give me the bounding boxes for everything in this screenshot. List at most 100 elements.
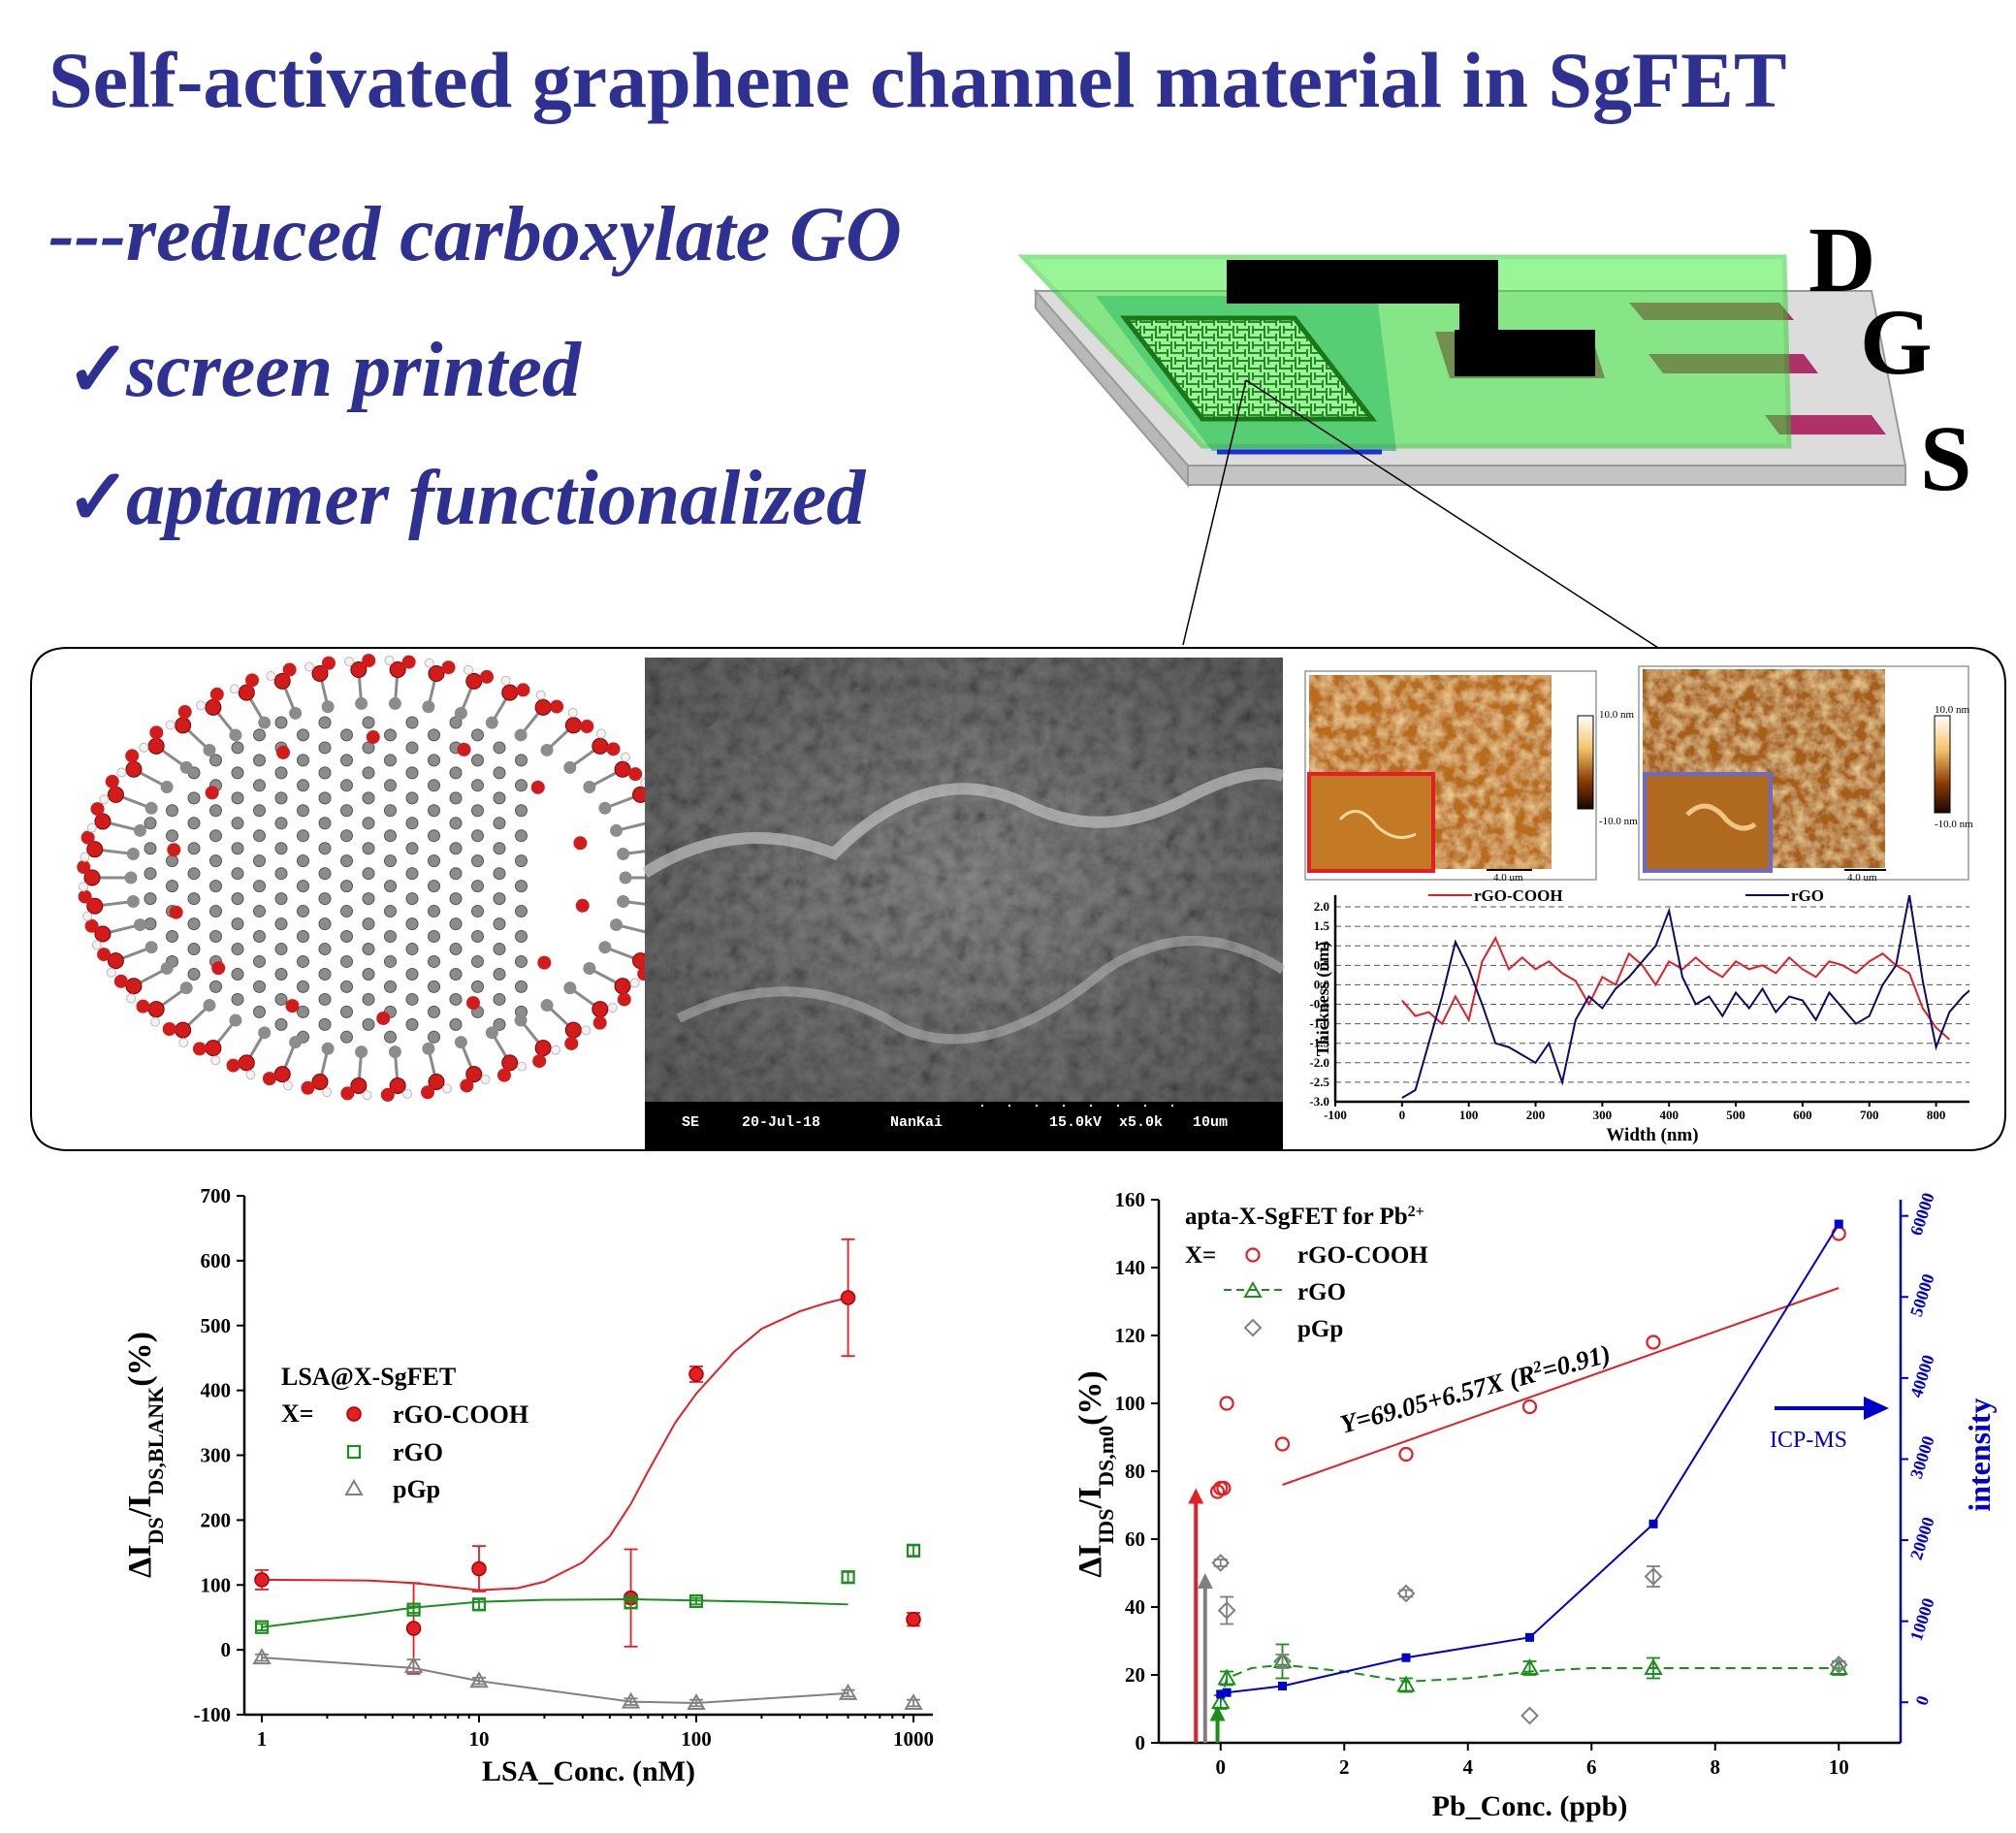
carbon-atom	[274, 968, 288, 981]
point-rgo	[1396, 1675, 1416, 1692]
substrate-side	[1035, 288, 1189, 488]
point-rgo-cooh	[906, 1611, 921, 1627]
carbon-atom	[160, 962, 174, 976]
carbon-atom	[493, 943, 506, 956]
afm-left-colorbar	[1577, 715, 1594, 810]
carbon-atom	[355, 696, 368, 710]
point-pgp	[1273, 1652, 1292, 1671]
carbon-atom	[231, 917, 244, 931]
point-rgo-cooh	[1216, 1480, 1232, 1496]
carbon-atom	[297, 754, 309, 767]
carbon-atom	[362, 943, 375, 956]
carbon-atom	[187, 817, 201, 830]
point-pgp	[1829, 1656, 1848, 1674]
afm-image-rgo: 10.0 nm -10.0 nm 4.0 um	[1638, 665, 1973, 884]
oxygen-atom	[580, 719, 594, 733]
oxygen-atom	[276, 745, 291, 759]
point-icp-ms	[1278, 1681, 1287, 1690]
oxygen-atom	[480, 669, 495, 684]
carbon-atom	[209, 804, 222, 818]
carbon-atom	[449, 943, 463, 956]
oxygen-atom	[94, 813, 112, 830]
carbon-atom	[471, 905, 484, 918]
x-tick-label: 100	[681, 1727, 712, 1751]
carbon-atom	[598, 801, 612, 815]
oxygen-atom	[441, 660, 456, 675]
source-pad	[1765, 415, 1886, 434]
carbon-atom	[405, 968, 419, 981]
carbon-atom	[203, 743, 216, 756]
carbon-atom	[318, 992, 332, 1006]
carbon-atom	[340, 728, 353, 742]
carbon-atom	[209, 930, 222, 943]
profile-line-rgo-cooh	[1401, 935, 1951, 1041]
point-pgp	[904, 1692, 923, 1710]
rgo-cooh-jump-arrow-head	[1188, 1488, 1204, 1504]
x-tick-label: 1000	[893, 1727, 934, 1751]
carbon-atom	[384, 980, 397, 993]
oxygen-atom	[86, 897, 104, 915]
carbon-atom	[144, 801, 158, 815]
hydrogen-atom	[165, 720, 176, 730]
sem-mode: SE	[682, 1114, 699, 1131]
point-icp-ms	[1401, 1653, 1411, 1662]
carbon-atom	[321, 1042, 335, 1055]
carbon-atom	[384, 728, 397, 742]
carbon-atom	[274, 791, 288, 805]
y2-axis-title: intensity	[1962, 1398, 1997, 1511]
carbon-atom	[340, 905, 353, 918]
x-axis-title: Pb_Conc. (ppb)	[1432, 1790, 1628, 1822]
legend-marker	[1243, 1280, 1263, 1298]
y-tick-label: 300	[201, 1444, 232, 1467]
oxygen-atom	[311, 664, 329, 682]
carbon-atom	[258, 716, 272, 729]
legend-label: rGO	[1297, 1279, 1346, 1305]
oxygen-atom	[465, 1066, 483, 1083]
y-tick-label: 0	[221, 1638, 232, 1661]
carbon-atom	[297, 954, 309, 968]
carbon-atom	[297, 1005, 309, 1018]
legend-label: rGO	[393, 1438, 443, 1466]
carbon-atom	[166, 804, 178, 818]
carbon-atom	[209, 829, 222, 843]
terminal-g: G	[1860, 290, 1933, 394]
x-tick-label: 400	[1659, 1108, 1679, 1122]
oxygen-atom	[421, 1085, 435, 1100]
y2-tick-label: 30000	[1906, 1433, 1938, 1481]
oxygen-atom	[125, 978, 143, 995]
icp-arrow-head	[1864, 1397, 1889, 1420]
oxygen-atom	[614, 978, 631, 995]
carbon-atom	[209, 980, 222, 993]
y-tick-label: 500	[201, 1314, 232, 1337]
carbon-atom	[515, 905, 528, 918]
y-tick-label: 700	[201, 1184, 232, 1207]
point-rgo	[1217, 1668, 1236, 1686]
carbon-atom	[297, 930, 309, 943]
oxygen-atom	[113, 974, 128, 988]
point-pgp	[1211, 1554, 1231, 1572]
oxygen-atom	[167, 843, 181, 857]
afm-left-inset	[1307, 772, 1435, 873]
carbon-atom	[610, 918, 624, 932]
y-axis-title: Thickness (nm)	[1313, 942, 1333, 1057]
oxygen-atom	[366, 730, 380, 745]
y-tick-label: 0	[1136, 1731, 1146, 1754]
legend-label: rGO-COOH	[393, 1400, 528, 1429]
oxygen-atom	[573, 836, 588, 851]
hydrogen-atom	[424, 658, 434, 668]
hydrogen-atom	[322, 1087, 333, 1098]
carbon-atom	[617, 847, 630, 860]
y-tick-label: 600	[201, 1249, 232, 1272]
x-tick-label: 0	[1399, 1108, 1406, 1122]
carbon-atom	[274, 1017, 288, 1031]
point-rgo	[688, 1593, 704, 1609]
oxygen-atom	[238, 1054, 255, 1072]
point-pgp	[252, 1648, 272, 1665]
y-tick-label: 160	[1115, 1188, 1146, 1211]
carbon-atom	[124, 871, 138, 884]
hydrogen-atom	[567, 707, 578, 718]
point-rgo-cooh	[471, 1560, 487, 1577]
carbon-atom	[384, 779, 397, 792]
carbon-atom	[493, 992, 506, 1006]
y-axis-title: ΔIIDS/IDS,m0(%)	[1072, 1370, 1118, 1578]
